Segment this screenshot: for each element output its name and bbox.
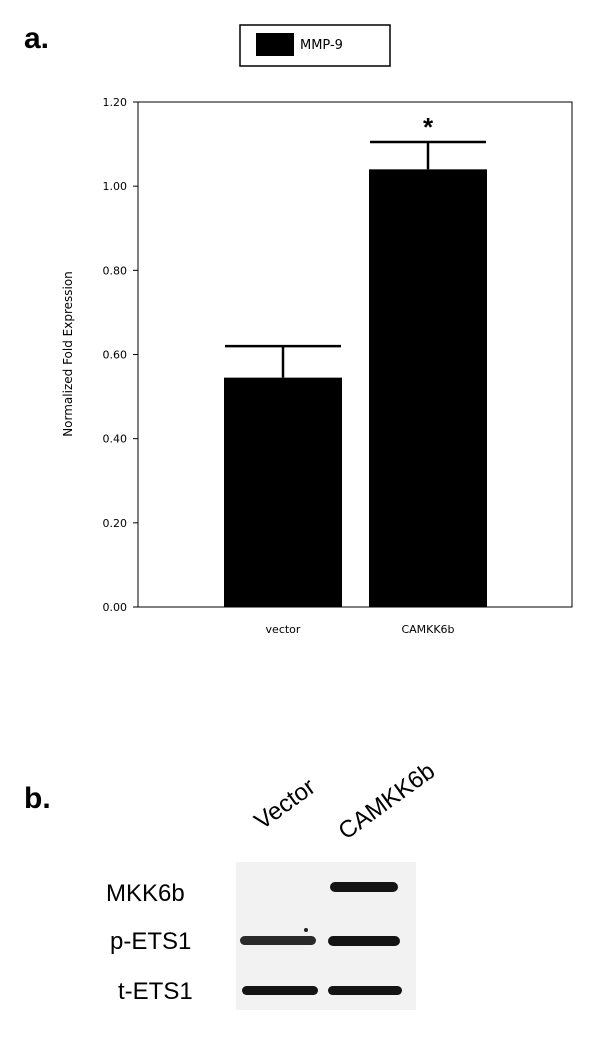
row-label-p-ets1: p-ETS1	[110, 928, 192, 955]
bars: *	[224, 112, 487, 608]
significance-marker: *	[423, 112, 434, 142]
y-tick-label: 0.00	[103, 601, 128, 614]
y-tick-label: 1.20	[103, 96, 128, 109]
legend-label: MMP-9	[300, 38, 343, 53]
bar-vector	[224, 377, 342, 607]
lane-label-vector: Vector	[249, 773, 321, 836]
x-axis: vector CAMKK6b	[266, 623, 455, 636]
y-tick-label: 0.60	[103, 349, 128, 362]
y-axis-title: Normalized Fold Expression	[61, 271, 75, 437]
band-p-ets1-vector	[240, 936, 316, 945]
x-tick-label-camkk6b: CAMKK6b	[401, 623, 454, 636]
panel-a-label: a.	[24, 22, 50, 55]
y-tick-label: 1.00	[103, 180, 128, 193]
band-mkk6b-camkk6b	[330, 882, 398, 892]
x-tick-label-vector: vector	[266, 623, 301, 636]
row-label-mkk6b: MKK6b	[106, 880, 185, 907]
y-axis: 0.00 0.20 0.40 0.60 0.80 1.00 1.20	[103, 96, 138, 614]
bar-chart: MMP-9 Normalized Fold Expression 0.00 0.2…	[61, 24, 573, 636]
band-t-ets1-camkk6b	[328, 986, 402, 995]
panel-b-label: b.	[24, 782, 51, 815]
y-tick-label: 0.40	[103, 433, 128, 446]
y-tick-label: 0.20	[103, 517, 128, 530]
blot-speck	[304, 928, 308, 932]
legend-swatch	[256, 33, 294, 56]
row-label-t-ets1: t-ETS1	[118, 978, 193, 1005]
y-tick-label: 0.80	[103, 264, 128, 277]
plot-frame	[137, 101, 573, 608]
band-p-ets1-camkk6b	[328, 936, 400, 946]
lane-label-camkk6b: CAMKK6b	[333, 757, 441, 846]
legend: MMP-9	[239, 24, 391, 67]
band-t-ets1-vector	[242, 986, 318, 995]
bar-camkk6b	[369, 169, 487, 608]
